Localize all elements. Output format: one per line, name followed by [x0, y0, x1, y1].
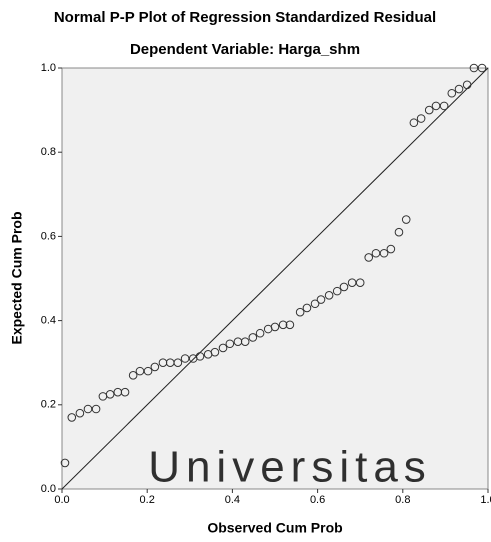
point: [105, 389, 115, 399]
point: [310, 299, 320, 309]
point: [401, 215, 411, 224]
chart-subtitle: Dependent Variable: Harga_shm: [130, 41, 360, 58]
point: [195, 352, 205, 361]
point: [302, 303, 312, 313]
point: [225, 339, 235, 349]
point: [218, 343, 228, 353]
y-tick-label: 1.0: [41, 62, 56, 74]
point: [255, 328, 265, 338]
x-tick-label: 0.0: [54, 494, 69, 506]
point: [379, 248, 389, 258]
point: [424, 105, 434, 115]
point: [447, 88, 457, 98]
point: [332, 286, 342, 296]
y-tick-label: 0.4: [41, 315, 56, 327]
point: [454, 84, 464, 94]
point: [477, 63, 487, 73]
point: [143, 366, 153, 376]
x-tick-label: 0.4: [225, 494, 240, 506]
point: [128, 371, 138, 380]
point: [278, 320, 288, 330]
point: [339, 282, 349, 292]
x-tick-label: 0.2: [140, 494, 155, 506]
y-tick-label: 0.6: [41, 230, 56, 242]
point: [285, 320, 295, 330]
y-tick-label: 0.2: [41, 399, 56, 411]
point: [316, 295, 326, 304]
plot-border: [61, 67, 489, 490]
point: [60, 458, 70, 468]
point: [416, 114, 426, 123]
point: [120, 387, 130, 397]
point: [394, 227, 404, 237]
x-tick-label: 0.8: [395, 494, 410, 506]
point: [67, 413, 77, 422]
reference-line: [61, 67, 489, 490]
point: [324, 291, 334, 300]
y-axis-label: Expected Cum Prob: [9, 211, 25, 344]
x-tick-label: 0.6: [310, 494, 325, 506]
point: [91, 404, 101, 414]
point: [173, 358, 183, 368]
point: [439, 101, 449, 111]
point: [386, 244, 396, 254]
point: [248, 333, 258, 342]
point: [364, 253, 374, 262]
point: [210, 347, 220, 357]
x-tick-label: 1.0: [480, 494, 491, 506]
point: [240, 337, 250, 346]
y-tick-label: 0.0: [41, 483, 56, 495]
chart-title: Normal P-P Plot of Regression Standardiz…: [54, 9, 436, 26]
point: [150, 362, 160, 372]
x-axis-label: Observed Cum Prob: [207, 520, 342, 536]
point: [295, 307, 305, 317]
point: [75, 408, 85, 418]
point: [409, 118, 419, 128]
watermark: Universitas: [148, 443, 432, 492]
point: [462, 80, 472, 90]
point: [355, 278, 365, 288]
point: [270, 322, 280, 332]
y-tick-label: 0.8: [41, 146, 56, 158]
